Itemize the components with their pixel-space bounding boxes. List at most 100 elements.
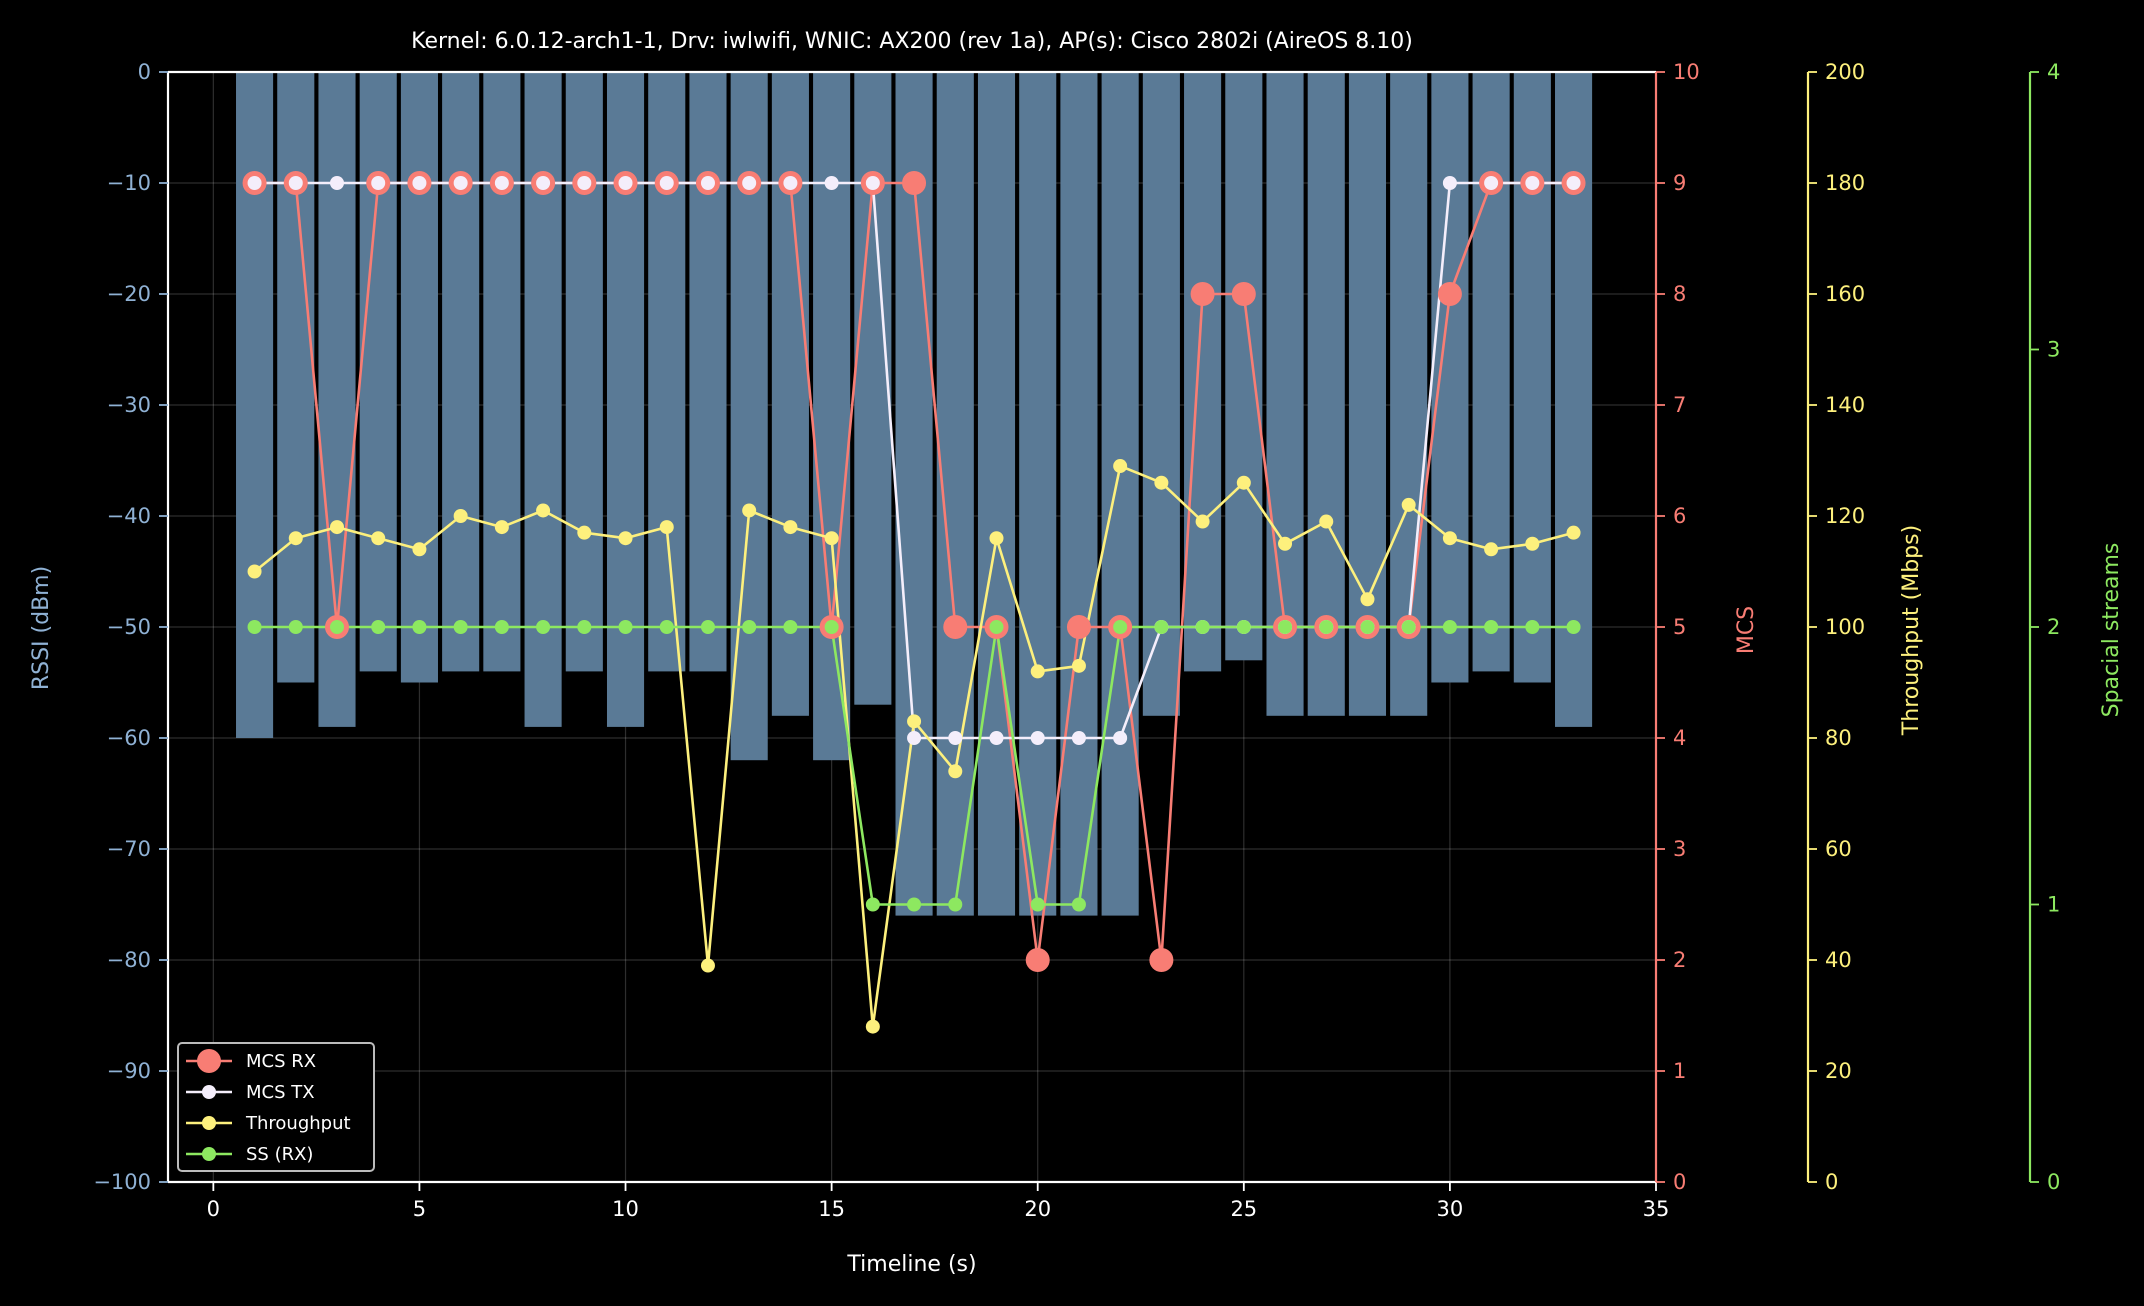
rssi-tick-label: −20 bbox=[107, 282, 151, 306]
mcs-tick-label: 10 bbox=[1673, 60, 1700, 84]
ss-rx-point bbox=[1195, 620, 1210, 634]
throughput-tick-label: 20 bbox=[1825, 1059, 1852, 1083]
rssi-tick-label: −100 bbox=[93, 1170, 151, 1194]
rssi-tick-label: −70 bbox=[107, 837, 151, 861]
mcs-tx-point bbox=[1442, 176, 1457, 190]
ss-rx-point bbox=[1071, 897, 1086, 912]
ss-tick-label: 1 bbox=[2047, 893, 2060, 917]
rssi-bar bbox=[854, 72, 892, 705]
throughput-tick-label: 80 bbox=[1825, 726, 1852, 750]
rssi-tick-label: 0 bbox=[138, 60, 151, 84]
chart-title: Kernel: 6.0.12-arch1-1, Drv: iwlwifi, WN… bbox=[411, 29, 1413, 54]
ss-rx-point bbox=[371, 620, 386, 634]
ss-rx-point bbox=[824, 620, 839, 634]
rssi-bar bbox=[442, 72, 480, 672]
rssi-bar bbox=[1019, 72, 1057, 916]
rssi-bar bbox=[1472, 72, 1510, 672]
throughput-point bbox=[824, 531, 839, 546]
mcs-tx-point bbox=[1525, 176, 1540, 190]
ss-rx-point bbox=[288, 620, 303, 634]
throughput-point bbox=[1401, 497, 1416, 512]
throughput-point bbox=[1278, 536, 1293, 551]
legend-mcs-tx-marker bbox=[202, 1085, 216, 1099]
ss-rx-point bbox=[1401, 620, 1416, 634]
mcs-tick-label: 6 bbox=[1673, 504, 1686, 528]
x-tick-label: 10 bbox=[612, 1197, 639, 1221]
rssi-tick-label: −10 bbox=[107, 171, 151, 195]
rssi-tick-label: −80 bbox=[107, 948, 151, 972]
throughput-point bbox=[577, 525, 592, 540]
mcs-tx-point bbox=[247, 176, 262, 190]
throughput-point bbox=[1525, 536, 1540, 551]
ss-rx-point bbox=[1484, 620, 1499, 634]
mcs-axis-label: MCS bbox=[1734, 606, 1759, 654]
legend-ss-rx-marker bbox=[202, 1147, 216, 1161]
mcs-tx-point bbox=[577, 176, 592, 190]
throughput-point bbox=[659, 520, 674, 535]
ss-tick-label: 2 bbox=[2047, 615, 2060, 639]
ss-rx-point bbox=[412, 620, 427, 634]
throughput-point bbox=[1113, 459, 1128, 474]
mcs-tick-label: 3 bbox=[1673, 837, 1686, 861]
throughput-point bbox=[494, 520, 509, 535]
mcs-tick-label: 4 bbox=[1673, 726, 1686, 750]
mcs-rx-point bbox=[1025, 948, 1050, 972]
mcs-tx-point bbox=[288, 176, 303, 190]
ss-rx-point bbox=[989, 620, 1004, 634]
mcs-rx-point bbox=[1437, 282, 1462, 306]
ss-rx-point bbox=[783, 620, 798, 634]
throughput-point bbox=[247, 564, 262, 579]
ss-rx-point bbox=[1360, 620, 1375, 634]
mcs-tx-point bbox=[494, 176, 509, 190]
mcs-tx-point bbox=[742, 176, 757, 190]
rssi-bar bbox=[689, 72, 727, 672]
mcs-tick-label: 2 bbox=[1673, 948, 1686, 972]
legend-mcs-rx-label: MCS RX bbox=[246, 1051, 316, 1072]
rssi-tick-label: −90 bbox=[107, 1059, 151, 1083]
mcs-tx-point bbox=[618, 176, 633, 190]
mcs-tx-point bbox=[948, 731, 963, 745]
ss-rx-point bbox=[1113, 620, 1128, 634]
mcs-tx-point bbox=[659, 176, 674, 190]
mcs-rx-point bbox=[1066, 615, 1091, 639]
rssi-bar bbox=[400, 72, 438, 683]
x-tick-label: 15 bbox=[818, 1197, 845, 1221]
ss-rx-point bbox=[742, 620, 757, 634]
ss-rx-point bbox=[494, 620, 509, 634]
rssi-bar bbox=[771, 72, 809, 716]
mcs-tx-point bbox=[412, 176, 427, 190]
mcs-rx-point bbox=[1231, 282, 1256, 306]
mcs-tx-point bbox=[536, 176, 551, 190]
mcs-tick-label: 8 bbox=[1673, 282, 1686, 306]
mcs-tx-point bbox=[329, 176, 344, 190]
throughput-tick-label: 0 bbox=[1825, 1170, 1838, 1194]
ss-rx-point bbox=[1236, 620, 1251, 634]
rssi-bar bbox=[359, 72, 397, 672]
legend-mcs-rx-marker bbox=[197, 1049, 221, 1073]
ss-rx-point bbox=[1566, 620, 1581, 634]
mcs-tx-point bbox=[907, 731, 922, 745]
ss-rx-point bbox=[1030, 897, 1045, 912]
ss-rx-point bbox=[453, 620, 468, 634]
throughput-tick-label: 60 bbox=[1825, 837, 1852, 861]
ss-rx-point bbox=[329, 620, 344, 634]
ss-rx-point bbox=[1319, 620, 1334, 634]
mcs-tx-point bbox=[824, 176, 839, 190]
throughput-point bbox=[329, 520, 344, 535]
throughput-axis-label: Throughput (Mbps) bbox=[1899, 525, 1924, 736]
rssi-bar bbox=[1101, 72, 1139, 916]
ticks: 0 5 10 15 20 25 30 350−10−20−30−40−50−60−70−80−… bbox=[93, 60, 2060, 1221]
rssi-bar bbox=[895, 72, 933, 916]
rssi-bar bbox=[565, 72, 603, 672]
rssi-tick-label: −30 bbox=[107, 393, 151, 417]
throughput-point bbox=[948, 764, 963, 779]
mcs-tx-point bbox=[453, 176, 468, 190]
ss-rx-point bbox=[577, 620, 592, 634]
ss-tick-label: 4 bbox=[2047, 60, 2060, 84]
mcs-tick-label: 5 bbox=[1673, 615, 1686, 639]
mcs-rx-point bbox=[1149, 948, 1174, 972]
ss-rx-point bbox=[1525, 620, 1540, 634]
mcs-tx-point bbox=[371, 176, 386, 190]
ss-tick-label: 3 bbox=[2047, 338, 2060, 362]
